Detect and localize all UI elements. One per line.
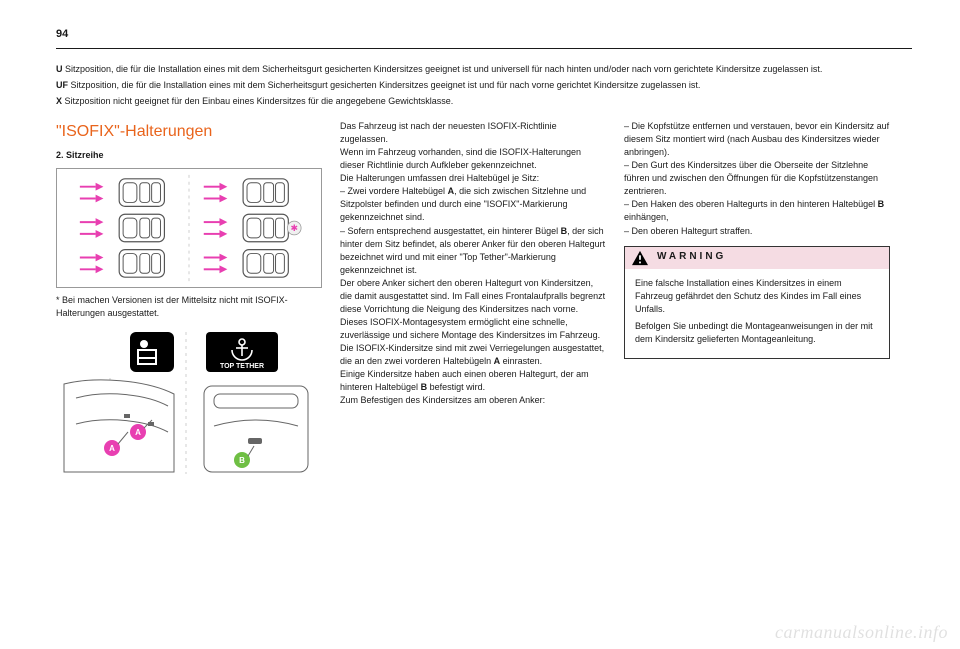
warning-head: WARNING [625,247,889,269]
col-middle: Das Fahrzeug ist nach der neuesten ISOFI… [340,120,606,478]
right-p1: – Die Kopfstütze entfernen und verstauen… [624,120,890,159]
intro-u-text: Sitzposition, die für die Installation e… [63,64,823,74]
intro-uf-text: Sitzposition, die für die Installation e… [68,80,700,90]
col-left: "ISOFIX"-Halterungen 2. Sitzreihe [56,120,322,478]
mid-p10: Zum Befestigen des Kindersitzes am obere… [340,394,606,407]
top-tether-label: TOP TETHER [220,363,264,370]
mid-p9: Einige Kindersitze haben auch einen ober… [340,368,606,394]
col-right: – Die Kopfstütze entfernen und verstauen… [624,120,890,478]
row2-subhead: 2. Sitzreihe [56,149,322,162]
right-p3: – Den Haken des oberen Haltegurts in den… [624,198,890,224]
badge-a-2: A [135,428,141,437]
star-icon: ✱ [291,223,298,233]
intro-uf-label: UF [56,80,68,90]
intro-u: U Sitzposition, die für die Installation… [56,63,912,76]
mid-p5: – Sofern entsprechend ausgestattet, ein … [340,225,606,277]
mid-p1: Das Fahrzeug ist nach der neuesten ISOFI… [340,120,606,146]
mid-p7: Dieses ISOFIX-Montagesystem ermöglicht e… [340,316,606,342]
watermark: carmanualsonline.info [775,622,948,643]
mid-p8: Die ISOFIX-Kindersitze sind mit zwei Ver… [340,342,606,368]
manual-page: 94 U Sitzposition, die für die Installat… [0,0,960,649]
isofix-heading: "ISOFIX"-Halterungen [56,120,322,143]
mid-p4: – Zwei vordere Haltebügel A, die sich zw… [340,185,606,224]
seat-detail-a [64,380,174,472]
isofix-icon-bg [130,332,174,372]
mid-p6: Der obere Anker sichert den oberen Halte… [340,277,606,316]
seat-figure: ✱ [56,168,322,288]
columns: "ISOFIX"-Halterungen 2. Sitzreihe [56,120,912,478]
intro-x: X Sitzposition nicht geeignet für den Ei… [56,95,912,108]
warning-label: WARNING [657,250,726,265]
tether-figure: TOP TETHER A A [56,328,322,478]
warning-body-2: Befolgen Sie unbedingt die Montageanweis… [635,320,879,346]
mid-p3: Die Halterungen umfassen drei Haltebügel… [340,172,606,185]
intro-uf: UF Sitzposition, die für die Installatio… [56,79,912,92]
warning-box: WARNING Eine falsche Installation eines … [624,246,890,359]
mid-p2: Wenn im Fahrzeug vorhanden, sind die ISO… [340,146,606,172]
badge-b: B [239,456,245,465]
intro-block: U Sitzposition, die für die Installation… [56,63,912,108]
warning-body-1: Eine falsche Installation eines Kindersi… [635,277,879,316]
fig1-caption: * Bei machen Versionen ist der Mittelsit… [56,294,322,320]
page-number: 94 [56,28,912,40]
right-p4: – Den oberen Haltegurt straffen. [624,225,890,238]
badge-a-1: A [109,444,115,453]
warning-body: Eine falsche Installation eines Kindersi… [625,269,889,358]
intro-x-text: Sitzposition nicht geeignet für den Einb… [62,96,453,106]
seat-detail-b [204,386,308,472]
right-p2: – Den Gurt des Kindersitzes über die Obe… [624,159,890,198]
top-divider [56,48,912,49]
warning-triangle-icon [631,250,649,266]
